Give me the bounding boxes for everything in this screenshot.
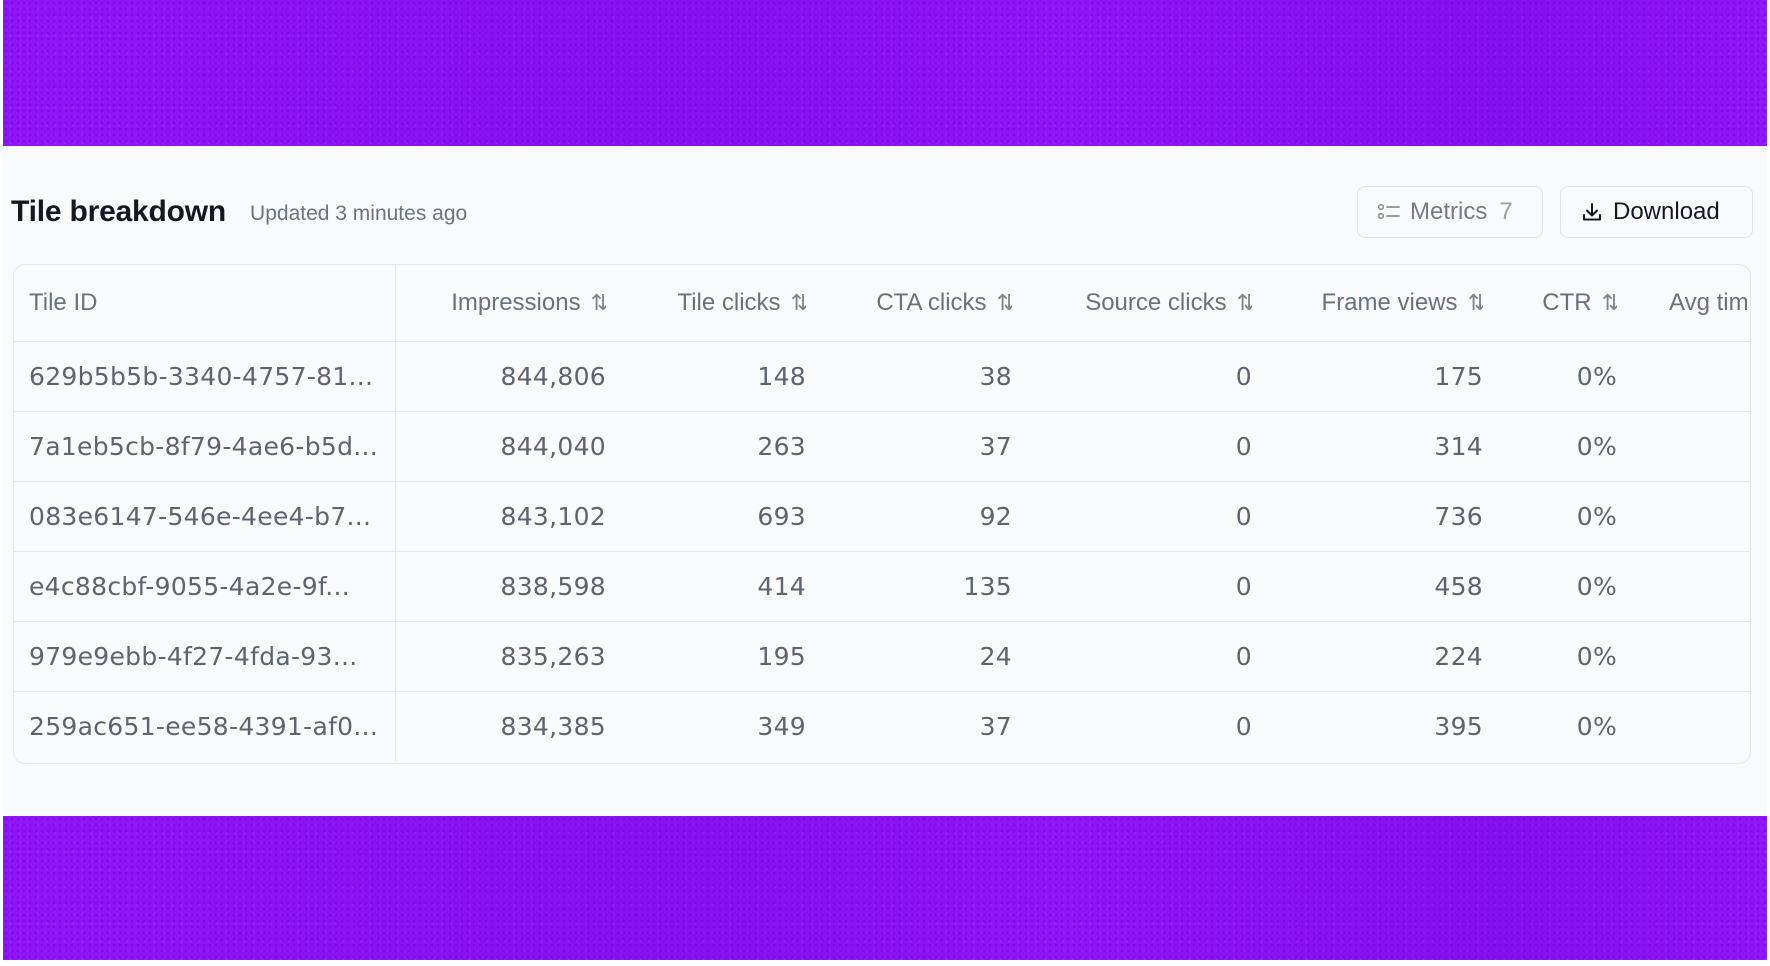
download-button[interactable]: Download (1560, 186, 1753, 238)
cell-avg-time (1617, 691, 1750, 761)
cell-tile-clicks: 414 (606, 551, 806, 622)
panel-header: Tile breakdown Updated 3 minutes ago Met… (11, 186, 1753, 238)
page-title: Tile breakdown (11, 195, 227, 228)
cell-source-clicks: 0 (1012, 341, 1252, 412)
cell-tile-id: 259ac651-ee58-4391-af0... (14, 691, 396, 761)
column-header-frame-views[interactable]: Frame views ⇅ (1252, 265, 1483, 342)
cell-tile-clicks: 693 (606, 481, 806, 552)
sort-icon[interactable]: ⇅ (1601, 289, 1617, 315)
cell-tile-clicks: 195 (606, 621, 806, 692)
cell-tile-clicks: 148 (606, 341, 806, 412)
table-row[interactable]: 259ac651-ee58-4391-af0... 834,385 349 37… (14, 691, 1750, 761)
updated-timestamp: Updated 3 minutes ago (250, 202, 468, 225)
download-icon (1583, 203, 1601, 221)
column-header-cta-clicks[interactable]: CTA clicks ⇅ (806, 265, 1012, 342)
cell-impressions: 835,263 (395, 621, 606, 692)
cell-avg-time (1617, 621, 1750, 692)
list-settings-icon (1378, 203, 1400, 220)
cell-source-clicks: 0 (1012, 481, 1252, 552)
cell-avg-time (1617, 551, 1750, 622)
column-header-tile-id[interactable]: Tile ID (14, 265, 396, 342)
table-row[interactable]: 979e9ebb-4f27-4fda-93... 835,263 195 24 … (14, 621, 1750, 692)
table-row[interactable]: e4c88cbf-9055-4a2e-9f... 838,598 414 135… (14, 551, 1750, 622)
column-header-impressions[interactable]: Impressions ⇅ (395, 265, 606, 342)
cell-source-clicks: 0 (1012, 551, 1252, 622)
cell-impressions: 844,040 (395, 411, 606, 482)
cell-ctr: 0% (1483, 551, 1617, 622)
table-row[interactable]: 7a1eb5cb-8f79-4ae6-b5d... 844,040 263 37… (14, 411, 1750, 482)
cell-impressions: 844,806 (395, 341, 606, 412)
cell-ctr: 0% (1576, 711, 1617, 741)
column-header-source-clicks[interactable]: Source clicks ⇅ (1012, 265, 1252, 342)
metrics-button[interactable]: Metrics 7 (1357, 186, 1543, 238)
cell-ctr: 0% (1483, 621, 1617, 692)
cell-tile-id: 083e6147-546e-4ee4-b7... (14, 481, 396, 552)
cell-impressions: 834,385 (500, 711, 606, 741)
cell-cta-clicks: 38 (806, 341, 1012, 412)
cell-frame-views: 736 (1252, 481, 1483, 552)
cell-ctr: 0% (1483, 411, 1617, 482)
cell-frame-views: 314 (1252, 411, 1483, 482)
metrics-count-badge: 7 (1499, 198, 1513, 225)
metrics-label: Metrics (1410, 198, 1488, 225)
table-header-row: Tile ID Impressions ⇅ Tile clicks ⇅ CTA cl… (14, 265, 1750, 342)
sort-icon[interactable]: ⇅ (590, 289, 606, 315)
cell-cta-clicks: 37 (979, 711, 1012, 741)
cell-avg-time (1617, 341, 1750, 412)
cell-source-clicks: 0 (1235, 711, 1252, 741)
sort-icon[interactable]: ⇅ (1467, 289, 1483, 315)
tile-table: Tile ID Impressions ⇅ Tile clicks ⇅ CTA cl… (13, 264, 1751, 764)
cell-ctr: 0% (1483, 341, 1617, 412)
column-header-ctr[interactable]: CTR ⇅ (1483, 265, 1617, 342)
cell-ctr: 0% (1483, 481, 1617, 552)
cell-impressions: 838,598 (395, 551, 606, 622)
cell-source-clicks: 0 (1012, 411, 1252, 482)
cell-frame-views: 224 (1252, 621, 1483, 692)
cell-tile-clicks: 349 (757, 711, 806, 741)
cell-tile-id: 979e9ebb-4f27-4fda-93... (14, 621, 396, 692)
cell-avg-time (1617, 481, 1750, 552)
cell-tile-id: 7a1eb5cb-8f79-4ae6-b5d... (14, 411, 396, 482)
column-header-tile-clicks[interactable]: Tile clicks ⇅ (606, 265, 806, 342)
cell-avg-time (1617, 411, 1750, 482)
cell-source-clicks: 0 (1012, 621, 1252, 692)
sort-icon[interactable]: ⇅ (1236, 289, 1252, 315)
decorative-banner-bottom (3, 816, 1767, 960)
cell-frame-views: 458 (1252, 551, 1483, 622)
table-row[interactable]: 629b5b5b-3340-4757-81... 844,806 148 38 … (14, 341, 1750, 412)
cell-cta-clicks: 92 (806, 481, 1012, 552)
table-row[interactable]: 083e6147-546e-4ee4-b7... 843,102 693 92 … (14, 481, 1750, 552)
cell-cta-clicks: 135 (806, 551, 1012, 622)
cell-cta-clicks: 24 (806, 621, 1012, 692)
column-header-avg-time[interactable]: Avg tim (1617, 265, 1750, 342)
cell-impressions: 843,102 (395, 481, 606, 552)
cell-cta-clicks: 37 (806, 411, 1012, 482)
sort-icon[interactable]: ⇅ (790, 289, 806, 315)
cell-tile-id: e4c88cbf-9055-4a2e-9f... (14, 551, 396, 622)
cell-tile-id: 629b5b5b-3340-4757-81... (14, 341, 396, 412)
cell-tile-clicks: 263 (606, 411, 806, 482)
cell-frame-views: 175 (1252, 341, 1483, 412)
decorative-banner-top (3, 0, 1767, 146)
sort-icon[interactable]: ⇅ (996, 289, 1012, 315)
cell-frame-views: 395 (1434, 711, 1483, 741)
download-label: Download (1613, 198, 1720, 225)
header-actions: Metrics 7 Download (1357, 186, 1753, 238)
